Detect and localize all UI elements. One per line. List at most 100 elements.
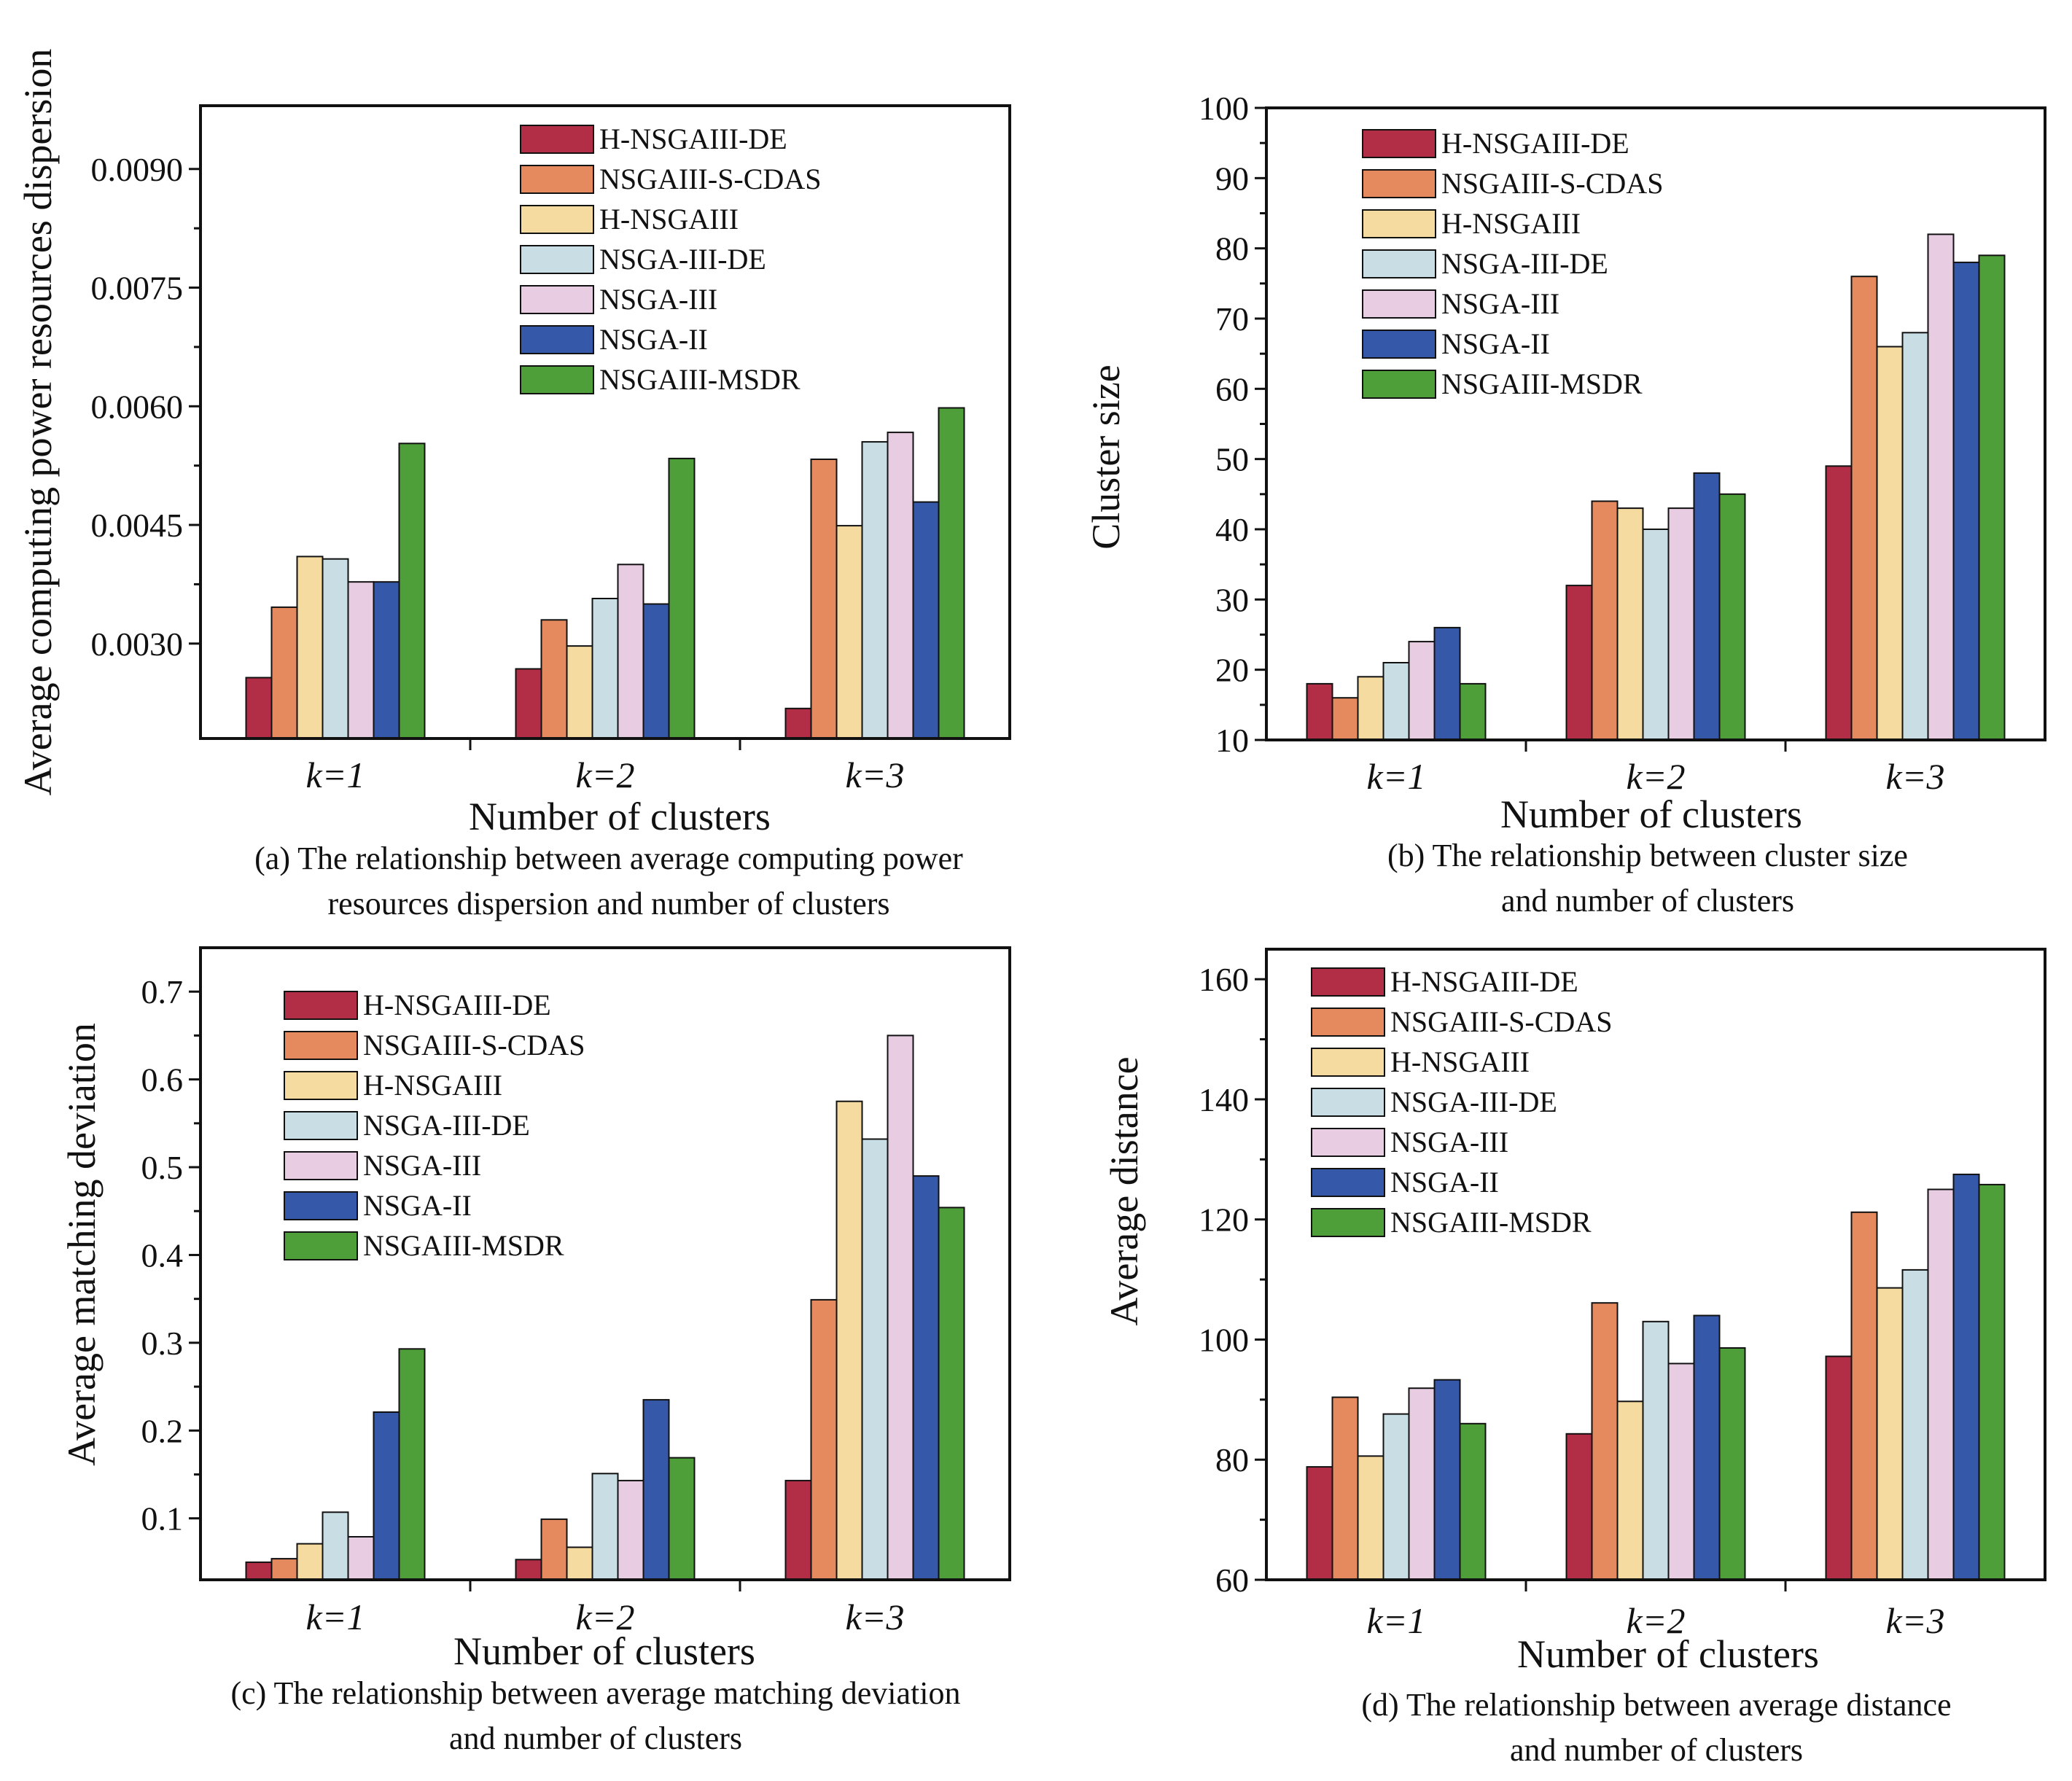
legend-swatch-nsgaiii-s-cdas bbox=[520, 165, 594, 194]
y-tick-label: 100 bbox=[1199, 90, 1249, 127]
bar-a-h-nsgaiii-de-k=3 bbox=[784, 707, 812, 739]
bar-c-nsgaiii-s-cdas-k=2 bbox=[540, 1518, 568, 1581]
legend-label-nsga-ii: NSGA-II bbox=[363, 1189, 472, 1222]
bar-a-nsgaiii-msdr-k=3 bbox=[938, 407, 965, 739]
y-tick-label: 60 bbox=[1215, 370, 1249, 408]
plot-frame bbox=[199, 104, 1011, 740]
y-tick-label: 0.1 bbox=[141, 1500, 184, 1538]
legend-label-nsga-iii-de: NSGA-III-DE bbox=[1441, 247, 1608, 280]
bar-d-nsga-ii-k=1 bbox=[1433, 1379, 1461, 1581]
y-tick-label: 0.0060 bbox=[91, 388, 184, 425]
bar-d-nsga-ii-k=3 bbox=[1952, 1173, 1980, 1581]
legend-label-nsgaiii-s-cdas: NSGAIII-S-CDAS bbox=[599, 163, 821, 195]
bar-c-h-nsgaiii-k=1 bbox=[296, 1543, 324, 1581]
bar-b-nsga-iii-k=1 bbox=[1408, 641, 1436, 741]
x-category-label: k=3 bbox=[1886, 1600, 1945, 1641]
legend-label-nsga-iii-de: NSGA-III-DE bbox=[1390, 1086, 1557, 1118]
chart-d: 60 80 100 120 140 160 k=1 k=2 k=3 Number of clust… bbox=[1102, 948, 2046, 1768]
y-tick-label: 0.3 bbox=[141, 1325, 184, 1362]
bar-c-nsgaiii-s-cdas-k=3 bbox=[810, 1298, 838, 1581]
legend-label-nsga-ii: NSGA-II bbox=[1441, 327, 1550, 360]
bar-b-h-nsgaiii-k=2 bbox=[1616, 507, 1644, 741]
x-category-label: k=3 bbox=[846, 755, 905, 795]
bar-d-nsgaiii-msdr-k=1 bbox=[1459, 1422, 1487, 1581]
x-category-label: k=2 bbox=[1627, 1600, 1686, 1641]
bar-b-h-nsgaiii-de-k=2 bbox=[1565, 585, 1593, 741]
bar-c-nsga-iii-k=2 bbox=[617, 1479, 644, 1581]
legend-swatch-h-nsgaiii bbox=[1311, 1048, 1385, 1077]
bar-d-nsgaiii-s-cdas-k=2 bbox=[1591, 1302, 1619, 1581]
bar-b-nsgaiii-s-cdas-k=1 bbox=[1331, 697, 1359, 741]
y-tick-label: 120 bbox=[1199, 1201, 1249, 1239]
bar-b-nsga-iii-k=3 bbox=[1927, 233, 1955, 741]
bar-b-nsga-iii-k=2 bbox=[1667, 507, 1695, 741]
legend-swatch-nsgaiii-msdr bbox=[520, 365, 594, 394]
caption-line: (c) The relationship between average mat… bbox=[231, 1675, 961, 1711]
legend-label-nsga-iii: NSGA-III bbox=[363, 1149, 481, 1182]
legend-label-nsgaiii-s-cdas: NSGAIII-S-CDAS bbox=[1441, 167, 1663, 200]
y-tick-label: 0.0075 bbox=[91, 270, 184, 307]
bar-a-h-nsgaiii-k=3 bbox=[836, 525, 863, 739]
bar-b-nsgaiii-msdr-k=1 bbox=[1459, 682, 1487, 741]
bar-a-nsga-iii-k=1 bbox=[347, 581, 375, 740]
bar-a-nsgaiii-msdr-k=1 bbox=[398, 443, 426, 739]
legend-swatch-nsga-ii bbox=[1362, 330, 1436, 359]
bar-d-nsgaiii-s-cdas-k=3 bbox=[1850, 1211, 1878, 1581]
bar-d-nsga-iii-de-k=3 bbox=[1901, 1268, 1929, 1581]
y-tick-label: 100 bbox=[1199, 1321, 1249, 1358]
bar-d-h-nsgaiii-de-k=2 bbox=[1565, 1433, 1593, 1581]
bar-a-h-nsgaiii-k=1 bbox=[296, 556, 324, 740]
caption-line: resources dispersion and number of clust… bbox=[327, 886, 889, 921]
y-tick-label: 50 bbox=[1215, 441, 1249, 478]
bar-c-h-nsgaiii-k=2 bbox=[566, 1546, 593, 1581]
y-tick-label: 0.4 bbox=[141, 1236, 184, 1274]
y-tick-label: 0.0045 bbox=[91, 507, 184, 544]
x-category-label: k=2 bbox=[576, 1597, 635, 1637]
bar-d-h-nsgaiii-k=1 bbox=[1357, 1455, 1384, 1581]
bar-b-nsga-iii-de-k=2 bbox=[1642, 529, 1670, 741]
y-tick-label: 160 bbox=[1199, 961, 1249, 998]
legend-label-nsgaiii-s-cdas: NSGAIII-S-CDAS bbox=[1390, 1005, 1612, 1038]
bar-d-nsga-iii-de-k=1 bbox=[1382, 1413, 1410, 1581]
bar-b-h-nsgaiii-de-k=1 bbox=[1306, 682, 1333, 741]
legend-swatch-nsgaiii-s-cdas bbox=[1311, 1008, 1385, 1037]
bar-d-nsga-iii-de-k=2 bbox=[1642, 1320, 1670, 1581]
bar-b-h-nsgaiii-k=3 bbox=[1876, 346, 1904, 741]
bar-b-h-nsgaiii-k=1 bbox=[1357, 676, 1384, 741]
legend-swatch-nsga-iii-de bbox=[1311, 1088, 1385, 1117]
legend-swatch-nsgaiii-msdr bbox=[1362, 370, 1436, 399]
chart-b: 10 20 30 40 50 60 70 80 90 100 k=1 k=2 k=3 Number of … bbox=[1084, 90, 2046, 919]
bar-b-nsgaiii-s-cdas-k=2 bbox=[1591, 500, 1619, 741]
legend-label-h-nsgaiii: H-NSGAIII bbox=[599, 203, 739, 235]
x-axis-title: Number of clusters bbox=[469, 795, 771, 838]
x-category-label: k=2 bbox=[576, 755, 635, 795]
caption-line: (b) The relationship between cluster siz… bbox=[1387, 838, 1908, 873]
bar-c-nsga-iii-de-k=3 bbox=[861, 1138, 889, 1581]
x-category-label: k=3 bbox=[1886, 756, 1945, 797]
legend-swatch-nsga-iii-de bbox=[1362, 249, 1436, 278]
y-tick-label: 30 bbox=[1215, 581, 1249, 618]
bar-d-nsgaiii-s-cdas-k=1 bbox=[1331, 1396, 1359, 1581]
legend-swatch-nsgaiii-msdr bbox=[1311, 1208, 1385, 1237]
bar-d-nsgaiii-msdr-k=2 bbox=[1718, 1347, 1746, 1581]
bar-c-nsga-iii-k=3 bbox=[887, 1034, 914, 1581]
y-tick-label: 0.0090 bbox=[91, 151, 184, 188]
bar-a-nsga-iii-de-k=3 bbox=[861, 441, 889, 739]
bar-c-nsga-ii-k=1 bbox=[373, 1411, 400, 1581]
bar-d-nsga-iii-k=3 bbox=[1927, 1188, 1955, 1581]
legend-swatch-nsga-iii bbox=[284, 1151, 358, 1180]
bar-c-h-nsgaiii-de-k=3 bbox=[784, 1479, 812, 1581]
legend-swatch-h-nsgaiii bbox=[284, 1071, 358, 1100]
caption-line: and number of clusters bbox=[449, 1720, 742, 1756]
y-tick-label: 10 bbox=[1215, 722, 1249, 759]
bar-c-h-nsgaiii-de-k=1 bbox=[245, 1561, 273, 1581]
legend-label-nsga-iii-de: NSGA-III-DE bbox=[599, 243, 766, 276]
legend-label-nsga-iii: NSGA-III bbox=[1441, 287, 1559, 320]
bar-c-nsga-ii-k=2 bbox=[642, 1399, 670, 1581]
legend-label-h-nsgaiii: H-NSGAIII bbox=[363, 1069, 502, 1102]
bar-c-h-nsgaiii-de-k=2 bbox=[515, 1559, 542, 1581]
legend-label-nsga-ii: NSGA-II bbox=[1390, 1166, 1499, 1199]
x-axis-title: Number of clusters bbox=[1517, 1632, 1819, 1676]
legend-label-nsga-iii: NSGA-III bbox=[1390, 1126, 1508, 1158]
